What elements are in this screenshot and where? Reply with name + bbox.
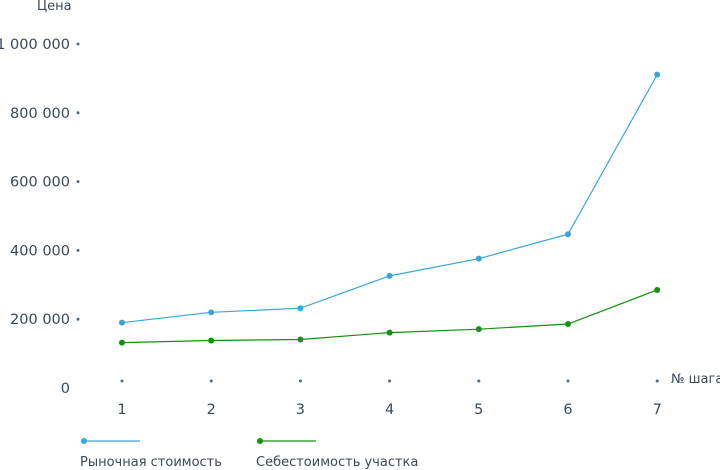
y-tick-mark (76, 111, 80, 115)
legend-marker (81, 438, 87, 444)
y-tick-mark (76, 317, 80, 321)
x-tick-label: 7 (653, 402, 662, 418)
x-axis: 1 2 3 4 5 6 7 (117, 379, 662, 418)
data-point (208, 309, 215, 316)
data-point (386, 329, 393, 336)
y-tick-mark (76, 42, 80, 46)
y-tick-mark (76, 180, 80, 184)
data-point (654, 286, 661, 293)
x-tick-label: 2 (207, 402, 216, 418)
data-point (386, 272, 393, 279)
data-point (654, 71, 661, 78)
y-axis: 0 200 000 400 000 600 000 800 000 1 000 000 (0, 37, 80, 397)
series-line (121, 74, 658, 324)
y-tick-label: 600 000 (10, 175, 70, 191)
x-tick-mark (566, 379, 570, 383)
y-tick-label: 200 000 (10, 312, 70, 328)
y-tick-label: 1 000 000 (0, 37, 70, 53)
x-tick-label: 6 (563, 402, 572, 418)
x-tick-label: 4 (385, 402, 394, 418)
x-tick-mark (388, 379, 392, 383)
x-tick-mark (477, 379, 481, 383)
data-point (475, 326, 482, 333)
y-tick-label: 0 (61, 381, 70, 397)
legend-label: Рыночная стоимость (80, 455, 222, 470)
x-tick-label: 3 (296, 402, 305, 418)
legend-label: Себестоимость участка (256, 455, 418, 470)
y-tick-mark (76, 248, 80, 252)
y-tick-label: 400 000 (10, 243, 70, 259)
legend: Рыночная стоимость Себестоимость участка (80, 438, 418, 470)
x-axis-title: № шага (671, 372, 720, 387)
data-point (565, 321, 571, 328)
x-tick-label: 5 (474, 402, 483, 418)
x-tick-mark (120, 379, 124, 383)
data-point (297, 305, 304, 312)
data-point (119, 319, 125, 326)
x-tick-mark (298, 379, 302, 383)
series-layer (119, 71, 661, 346)
legend-marker (257, 438, 263, 444)
data-point (297, 336, 304, 343)
data-point (208, 337, 215, 344)
y-axis-title: Цена (37, 0, 72, 14)
data-point (565, 231, 571, 238)
x-tick-label: 1 (117, 402, 126, 418)
x-tick-mark (209, 379, 213, 383)
y-tick-label: 800 000 (10, 106, 70, 122)
x-tick-mark (655, 379, 659, 383)
data-point (475, 255, 482, 262)
data-point (119, 339, 125, 346)
